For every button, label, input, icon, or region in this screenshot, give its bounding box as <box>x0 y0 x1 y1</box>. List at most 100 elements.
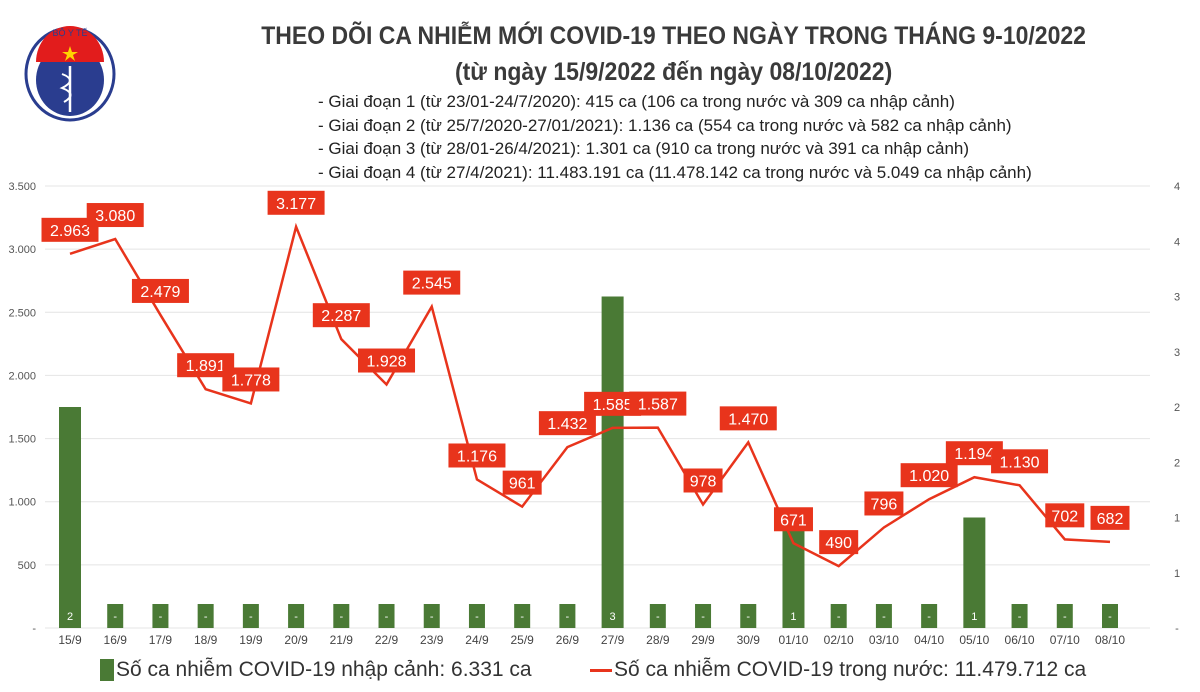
legend-swatch-bar <box>100 659 114 681</box>
line-data-label: 961 <box>509 476 536 493</box>
bar-imported <box>1011 604 1028 628</box>
line-data-label: 1.585 <box>593 397 633 414</box>
line-data-label: 3.080 <box>95 208 135 225</box>
bar-data-label: - <box>746 611 750 623</box>
legend-label: Số ca nhiễm COVID-19 trong nước: 11.479.… <box>614 658 1087 681</box>
line-data-label-box <box>819 530 859 555</box>
left-tick-label: 3.000 <box>8 244 36 256</box>
bar-data-label: 1 <box>971 611 977 623</box>
x-tick-label: 26/9 <box>556 633 580 647</box>
bar-data-label: - <box>249 611 253 623</box>
left-tick-label: 2.000 <box>8 370 36 382</box>
bar-imported <box>378 604 395 628</box>
x-tick-label: 18/9 <box>194 633 218 647</box>
line-data-label: 1.778 <box>231 372 271 389</box>
bar-data-label: - <box>385 611 389 623</box>
line-data-label: 2.479 <box>140 284 180 301</box>
line-data-label-box <box>448 443 506 468</box>
x-tick-label: 27/9 <box>601 633 625 647</box>
bar-imported <box>1102 604 1118 628</box>
bar-imported <box>695 604 712 628</box>
bar-data-label: 1 <box>790 611 796 623</box>
line-data-label: 1.020 <box>909 468 949 485</box>
line-data-label-box <box>267 190 325 215</box>
line-data-label-box <box>502 470 542 495</box>
bar-data-label: - <box>566 611 570 623</box>
line-data-label: 2.545 <box>412 276 452 293</box>
x-tick-label: 23/9 <box>420 633 444 647</box>
bar-imported <box>242 604 259 628</box>
bar-data-label: - <box>882 611 886 623</box>
line-data-label: 3.177 <box>276 196 316 213</box>
bar-imported <box>514 604 531 628</box>
x-tick-label: 05/10 <box>959 633 989 647</box>
x-tick-label: 07/10 <box>1050 633 1080 647</box>
bar-data-label: - <box>339 611 343 623</box>
bar-data-label: - <box>113 611 117 623</box>
x-tick-label: 24/9 <box>465 633 489 647</box>
bar-imported <box>740 604 757 628</box>
x-tick-label: 01/10 <box>778 633 808 647</box>
x-tick-label: 25/9 <box>510 633 534 647</box>
line-data-label-box <box>358 348 416 373</box>
line-data-label-box <box>900 463 958 488</box>
right-tick-label: 1 <box>1174 513 1180 525</box>
bar-data-label: - <box>1018 611 1022 623</box>
bar-data-label: - <box>159 611 163 623</box>
bar-imported <box>559 604 576 628</box>
right-tick-label: 4 <box>1174 236 1180 248</box>
legend-swatch-line <box>590 668 612 672</box>
x-tick-label: 16/9 <box>104 633 128 647</box>
right-tick-label: 3 <box>1174 347 1180 359</box>
x-tick-label: 17/9 <box>149 633 173 647</box>
left-tick-label: 2.500 <box>8 307 36 319</box>
line-data-label: 682 <box>1097 511 1124 528</box>
bar-imported <box>649 604 666 628</box>
line-data-label: 702 <box>1051 508 1078 525</box>
bar-data-label: - <box>1108 611 1112 623</box>
bar-imported <box>921 604 938 628</box>
bar-imported <box>423 604 440 628</box>
line-data-label-box <box>719 406 777 431</box>
svg-text:BỘ Y TẾ: BỘ Y TẾ <box>52 28 87 38</box>
x-tick-label: 30/9 <box>737 633 761 647</box>
bar-data-label: - <box>430 611 434 623</box>
bar-imported <box>152 604 169 628</box>
line-data-label-box <box>1090 505 1130 530</box>
left-tick-label: - <box>32 623 36 635</box>
line-data-label: 1.928 <box>366 354 406 371</box>
ministry-of-health-logo: BỘ Y TẾ <box>24 26 116 122</box>
line-data-label: 2.287 <box>321 308 361 325</box>
line-data-label: 1.176 <box>457 448 497 465</box>
bar-imported <box>333 604 350 628</box>
bar-imported <box>468 604 485 628</box>
note-line: - Giai đoạn 3 (từ 28/01-26/4/2021): 1.30… <box>318 139 970 158</box>
bar-data-label: - <box>701 611 705 623</box>
line-data-label-box <box>403 270 461 295</box>
left-tick-label: 500 <box>18 560 36 572</box>
legend-item-domestic: Số ca nhiễm COVID-19 trong nước: 11.479.… <box>590 658 1086 682</box>
note-line: - Giai đoạn 2 (từ 25/7/2020-27/01/2021):… <box>318 115 1012 135</box>
bar-imported <box>830 604 847 628</box>
line-data-label: 796 <box>871 496 898 513</box>
bar-data-label: 2 <box>67 611 73 623</box>
bar-imported <box>197 604 214 628</box>
right-tick-label: - <box>1175 623 1179 635</box>
bar-imported <box>963 517 986 628</box>
line-data-label: 1.587 <box>638 397 678 414</box>
line-data-label-box <box>683 468 723 493</box>
line-data-label-box <box>629 391 687 416</box>
line-data-label-box <box>773 507 813 532</box>
bar-data-label: - <box>1063 611 1067 623</box>
phase-notes: - Giai đoạn 1 (từ 23/01-24/7/2020): 415 … <box>318 90 1032 184</box>
bar-imported <box>1056 604 1073 628</box>
x-tick-label: 20/9 <box>284 633 308 647</box>
x-tick-label: 04/10 <box>914 633 944 647</box>
x-tick-label: 03/10 <box>869 633 899 647</box>
line-data-label: 1.470 <box>728 411 768 428</box>
line-data-label-box <box>312 303 370 328</box>
chart-subtitle: (từ ngày 15/9/2022 đến ngày 08/10/2022) <box>454 58 893 86</box>
chart-title: THEO DÕI CA NHIỄM MỚI COVID-19 THEO NGÀY… <box>261 22 1086 50</box>
bar-data-label: - <box>837 611 841 623</box>
